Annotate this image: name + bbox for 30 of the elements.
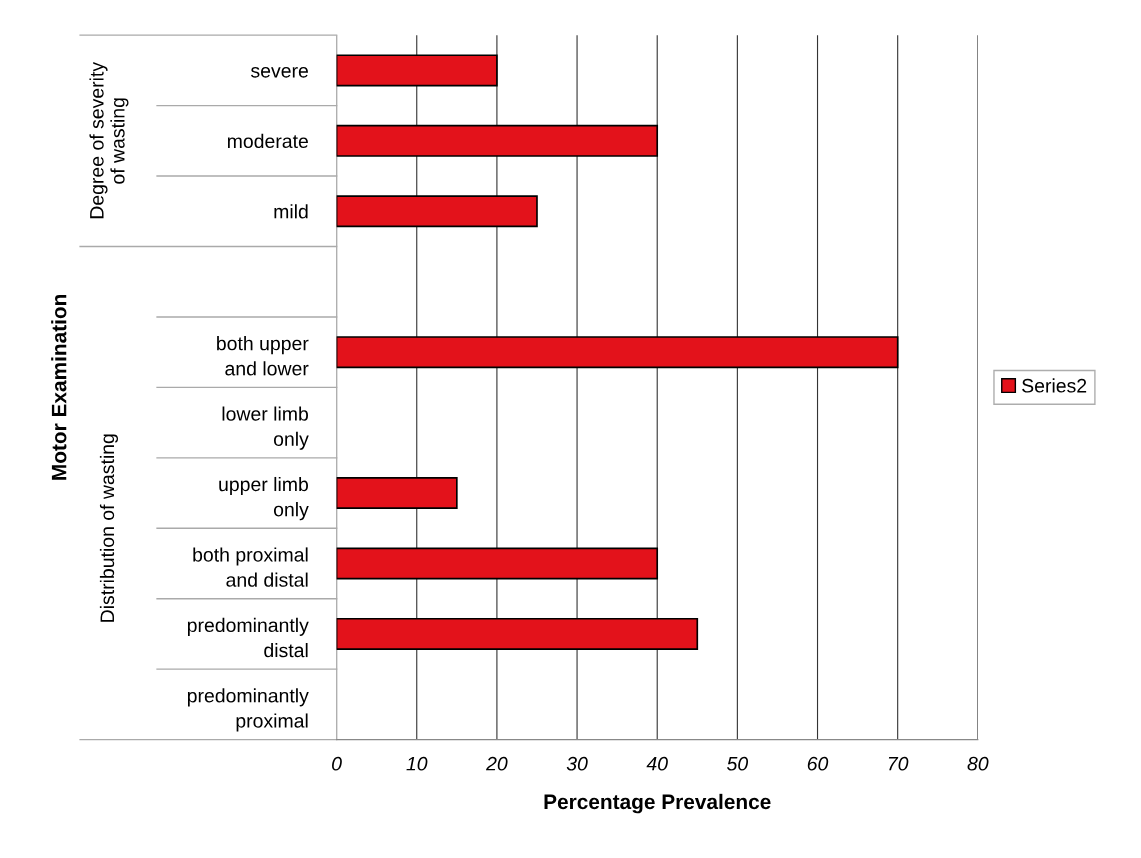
bar bbox=[336, 195, 538, 228]
x-tick-label: 50 bbox=[727, 756, 749, 771]
x-tick-label: 60 bbox=[807, 756, 829, 771]
y-tick-label: moderate bbox=[227, 133, 308, 149]
y-tick-label: predominantly proximal bbox=[187, 688, 309, 732]
text: Degree of severity of wasting bbox=[89, 61, 129, 219]
y-tick-label: severe bbox=[251, 66, 308, 78]
text: Motor Examination bbox=[51, 294, 67, 480]
y-tick-label: both proximal and distal bbox=[193, 547, 308, 587]
bar bbox=[336, 124, 659, 157]
bar bbox=[336, 547, 659, 580]
x-tick-label: 0 bbox=[332, 756, 342, 771]
y-tick-label: lower limb only bbox=[222, 406, 309, 450]
x-tick-label: 70 bbox=[888, 756, 909, 771]
text: Distribution of wasting bbox=[99, 434, 119, 622]
bar bbox=[336, 336, 899, 369]
x-tick-label: 80 bbox=[967, 756, 989, 771]
x-tick-label: 40 bbox=[646, 756, 668, 771]
bar bbox=[336, 617, 699, 650]
legend-label: Series2 bbox=[1022, 378, 1087, 393]
x-axis-title: Percentage Prevalence bbox=[544, 793, 771, 814]
y-tick-label: predominantly distal bbox=[187, 617, 309, 658]
x-tick-label: 10 bbox=[406, 756, 428, 771]
x-tick-label: 30 bbox=[566, 756, 588, 771]
bar bbox=[336, 54, 498, 87]
y-tick-label: upper limb only bbox=[219, 476, 309, 521]
x-tick-label: 20 bbox=[485, 756, 508, 771]
bar bbox=[336, 477, 458, 510]
y-tick-label: mild bbox=[274, 204, 308, 219]
y-tick-label: both upper and lower bbox=[217, 336, 309, 376]
